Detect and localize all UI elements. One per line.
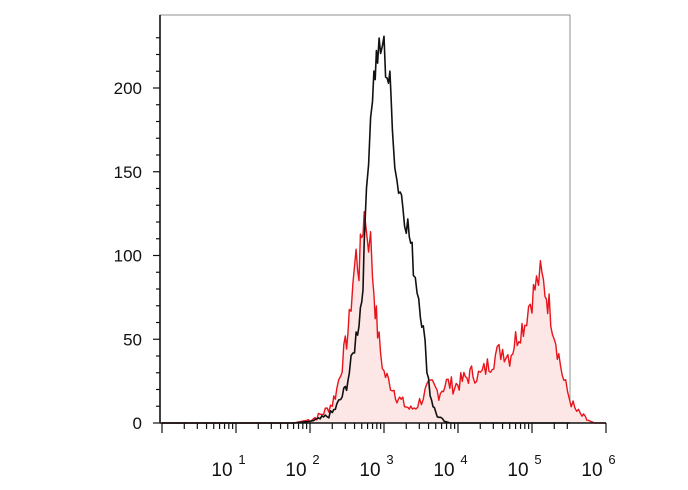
y-tick-label: 200 (114, 79, 142, 98)
series-0-fill (162, 211, 606, 423)
series-layer (162, 35, 606, 424)
x-tick-exponent: 5 (534, 452, 541, 467)
y-tick-label: 50 (123, 330, 142, 349)
x-tick-exponent: 1 (238, 452, 245, 467)
x-tick-exponent: 6 (608, 452, 615, 467)
x-tick-label: 10 (507, 460, 528, 481)
y-tick-label: 150 (114, 163, 142, 182)
x-tick-exponent: 2 (312, 452, 319, 467)
y-tick-label: 0 (133, 414, 142, 433)
x-axis: 10 1 10 2 10 3 10 4 10 5 10 6 (161, 423, 616, 481)
y-tick-label: 100 (114, 247, 142, 266)
x-tick-exponent: 3 (386, 452, 393, 467)
x-tick-exponent: 4 (460, 452, 467, 467)
x-tick-label: 10 (211, 460, 232, 481)
x-tick-label: 10 (433, 460, 454, 481)
x-tick-label: 10 (581, 460, 602, 481)
x-tick-label: 10 (285, 460, 306, 481)
y-axis: 0 50 100 150 200 (114, 37, 160, 433)
x-tick-label: 10 (359, 460, 380, 481)
